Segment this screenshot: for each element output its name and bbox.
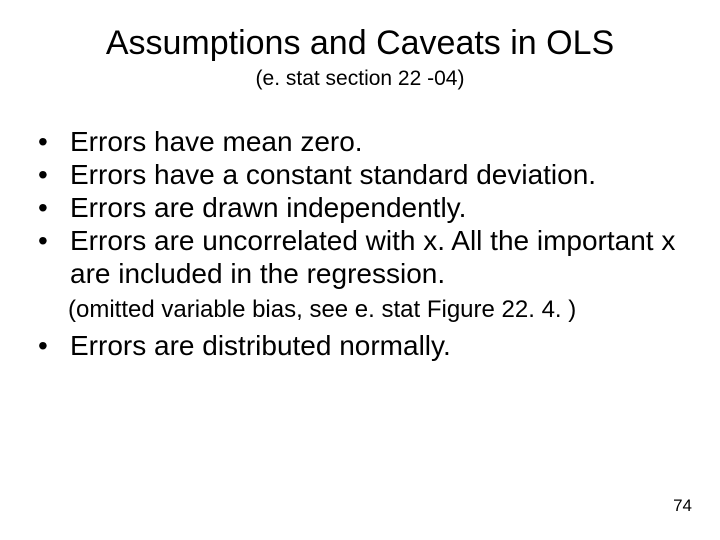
list-item: Errors are distributed normally. xyxy=(34,329,700,362)
bullet-list-1: Errors have mean zero. Errors have a con… xyxy=(20,125,700,290)
list-item: Errors have mean zero. xyxy=(34,125,700,158)
subtitle: (e. stat section 22 -04) xyxy=(20,67,700,91)
list-item: Errors are uncorrelated with x. All the … xyxy=(34,224,700,290)
list-item: Errors are drawn independently. xyxy=(34,191,700,224)
slide: Assumptions and Caveats in OLS (e. stat … xyxy=(0,0,720,540)
note-text: (omitted variable bias, see e. stat Figu… xyxy=(68,296,700,325)
page-number: 74 xyxy=(673,496,692,516)
list-item: Errors have a constant standard deviatio… xyxy=(34,158,700,191)
bullet-list-2: Errors are distributed normally. xyxy=(20,329,700,362)
page-title: Assumptions and Caveats in OLS xyxy=(20,24,700,63)
